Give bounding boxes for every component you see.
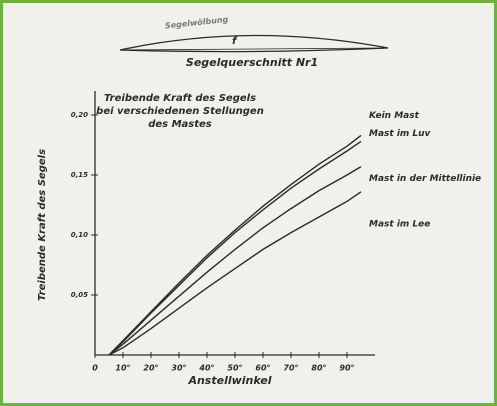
series-label: Mast im Luv — [369, 129, 432, 139]
series-label: Kein Mast — [369, 111, 420, 121]
x-tick-label: 60° — [255, 364, 270, 373]
chart-title: des Mastes — [148, 119, 212, 130]
depth-label: f — [232, 36, 238, 47]
series-line — [109, 167, 361, 355]
chart-title: bei verschiedenen Stellungen — [96, 106, 264, 117]
x-axis-label: Anstellwinkel — [187, 374, 271, 387]
x-tick-label: 20° — [143, 364, 158, 373]
x-tick-label: 10° — [115, 364, 130, 373]
y-tick-label: 0,05 — [71, 291, 88, 299]
series-line — [109, 135, 361, 355]
chart-title: Treibende Kraft des Segels — [104, 93, 256, 104]
series-line — [109, 192, 361, 355]
x-tick-label: 90° — [339, 364, 354, 373]
x-tick-label: 80° — [311, 364, 326, 373]
x-tick-label: 70° — [283, 364, 298, 373]
x-tick-label: 30° — [171, 364, 186, 373]
y-tick-label: 0,20 — [71, 111, 88, 119]
y-axis-label: Treibende Kraft des Segels — [37, 149, 48, 301]
x-tick-label: 40° — [198, 364, 214, 373]
series-label: Mast im Lee — [369, 219, 430, 229]
curvature-label: Segelwölbung — [165, 15, 229, 31]
sketch-caption: Segelquerschnitt Nr1 — [186, 56, 318, 69]
x-tick-label: 50° — [227, 364, 242, 373]
series-label: Mast in der Mittellinie — [369, 174, 481, 184]
x-tick-label: 0 — [92, 364, 98, 373]
y-tick-label: 0,15 — [71, 171, 88, 179]
chart: Segelwölbung f Segelquerschnitt Nr1 Trei… — [0, 0, 497, 406]
y-tick-label: 0,10 — [71, 231, 88, 239]
